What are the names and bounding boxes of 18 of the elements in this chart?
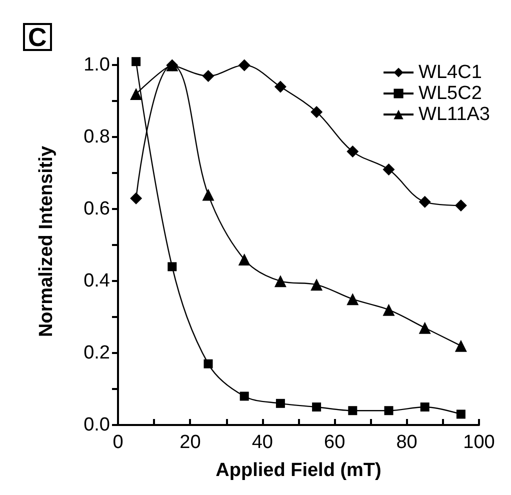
y-tick-label: 0.2 — [84, 342, 110, 364]
y-tick-label: 0.8 — [84, 126, 110, 148]
chart-title: C — [28, 22, 47, 52]
y-tick-label: 0.6 — [84, 198, 110, 220]
legend-label: WL4C1 — [418, 62, 482, 83]
y-tick-label: 0.0 — [84, 414, 110, 436]
x-tick-label: 80 — [396, 432, 418, 453]
x-tick-label: 40 — [252, 432, 273, 453]
y-tick-label: 1.0 — [84, 54, 110, 76]
y-axis-title: Normalized Intensitiy — [36, 146, 57, 338]
x-tick-label: 0 — [112, 432, 124, 453]
y-tick-label: 0.4 — [84, 270, 110, 292]
legend-label: WL11A3 — [418, 104, 490, 125]
x-tick-label: 100 — [463, 432, 495, 453]
x-tick-label: 60 — [324, 432, 346, 453]
legend-label: WL5C2 — [418, 83, 482, 104]
x-axis-title: Applied Field (mT) — [216, 460, 382, 481]
x-tick-label: 20 — [180, 432, 201, 453]
